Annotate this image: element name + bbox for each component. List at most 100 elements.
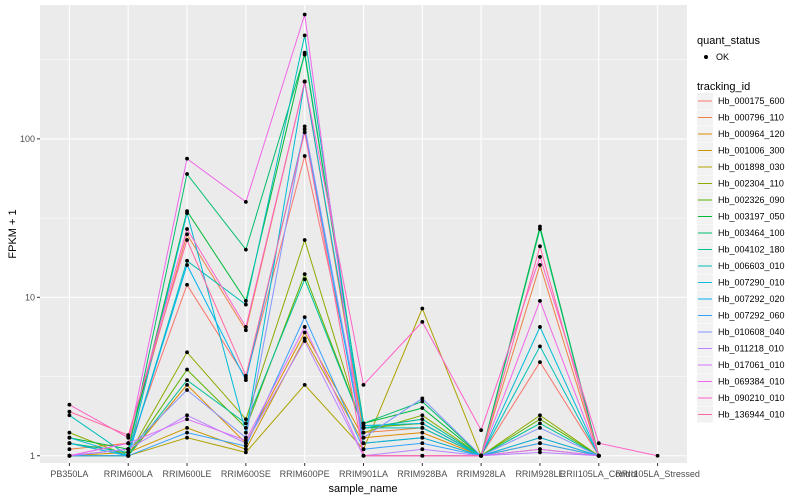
data-point [185, 172, 189, 176]
data-point [67, 409, 72, 414]
legend-label: Hb_000796_110 [718, 113, 784, 123]
series-line [69, 277, 600, 457]
legend-label: Hb_000964_120 [718, 129, 785, 139]
legend-title-tracking-id: tracking_id [697, 81, 750, 93]
data-point [185, 263, 189, 267]
data-point [538, 425, 542, 430]
series-line [69, 272, 600, 457]
data-point [302, 124, 307, 129]
data-point [420, 421, 425, 426]
series-line [69, 126, 600, 457]
data-point [302, 325, 307, 329]
legend-label: Hb_007290_010 [718, 278, 785, 288]
data-point [538, 435, 542, 440]
data-point [243, 247, 248, 252]
data-point [243, 328, 248, 333]
legend-label: Hb_006603_010 [718, 261, 785, 271]
data-point [302, 130, 307, 135]
data-point [538, 413, 542, 418]
data-point [243, 441, 248, 446]
data-point [420, 306, 425, 311]
series-line [69, 132, 600, 457]
data-point [243, 438, 248, 443]
data-point [67, 430, 72, 435]
series-points [67, 12, 660, 458]
y-axis: 1 10 100 [20, 134, 40, 461]
x-tick-label: RRIM928LA [457, 469, 506, 479]
data-point [185, 350, 189, 355]
x-tick-label: RRII105LA_Stressed [615, 469, 700, 479]
x-tick-label: RRIM928BA [397, 469, 447, 479]
data-point [302, 12, 307, 17]
data-point [420, 319, 425, 324]
data-point [302, 339, 307, 343]
x-tick-label: RRII105LA_Control [560, 469, 638, 479]
data-point [302, 238, 307, 242]
legend-label: Hb_004102_180 [718, 245, 785, 255]
data-point [420, 435, 425, 440]
legend-label: OK [716, 52, 729, 62]
x-tick-label: RRIM600SE [221, 469, 271, 479]
series-line [69, 238, 600, 457]
data-point [538, 417, 542, 422]
data-point [126, 453, 131, 458]
data-point [538, 344, 542, 349]
data-point [538, 447, 542, 452]
data-point [302, 127, 307, 132]
data-point [538, 244, 542, 249]
data-point [243, 435, 248, 440]
x-tick-label: RRIM928LE [515, 469, 564, 479]
data-point [185, 388, 189, 392]
x-tick-label: RRIM901LA [339, 469, 388, 479]
x-axis-title: sample_name [328, 483, 397, 495]
y-tick-label: 10 [25, 292, 35, 302]
legend-label: Hb_000175_600 [718, 96, 785, 106]
data-point [302, 330, 307, 335]
data-point [361, 430, 366, 435]
data-point [67, 453, 72, 458]
x-tick-label: PB350LA [50, 469, 88, 479]
data-point [126, 433, 131, 438]
data-point [361, 423, 366, 428]
data-point [243, 378, 248, 383]
series-lines [69, 14, 658, 457]
data-point [302, 272, 307, 277]
data-point [185, 417, 189, 422]
data-point [420, 425, 425, 430]
data-point [538, 227, 542, 231]
data-point [185, 430, 189, 435]
data-point [243, 447, 248, 452]
legend-label: Hb_136944_010 [718, 410, 785, 420]
data-point [538, 360, 542, 365]
data-point [361, 441, 366, 446]
legend-label: Hb_001898_030 [718, 162, 785, 172]
legend-label: Hb_010608_040 [718, 327, 785, 337]
data-point [302, 79, 307, 84]
data-point [655, 453, 660, 458]
data-point [243, 373, 248, 378]
data-point [302, 277, 307, 282]
data-point [126, 435, 131, 440]
data-point [185, 413, 189, 418]
data-point [185, 156, 189, 161]
series-line [69, 325, 599, 457]
legend: quant_status OK tracking_id Hb_000175_60… [697, 35, 785, 423]
data-point [185, 211, 189, 216]
data-point [243, 298, 248, 303]
data-point [243, 302, 248, 307]
point-legend: OK [704, 52, 729, 62]
data-point [420, 413, 425, 418]
data-point [185, 383, 189, 387]
data-point [67, 441, 72, 446]
legend-label: Hb_007292_060 [718, 311, 785, 321]
data-point [67, 447, 72, 452]
data-point [596, 453, 601, 458]
data-point [420, 453, 425, 458]
data-point [361, 447, 366, 452]
legend-label: Hb_001006_300 [718, 146, 785, 156]
data-point [67, 402, 72, 407]
legend-label: Hb_011218_010 [718, 344, 784, 354]
x-tick-label: RRIM600LE [163, 469, 212, 479]
data-point [126, 447, 131, 452]
data-point [538, 450, 542, 455]
